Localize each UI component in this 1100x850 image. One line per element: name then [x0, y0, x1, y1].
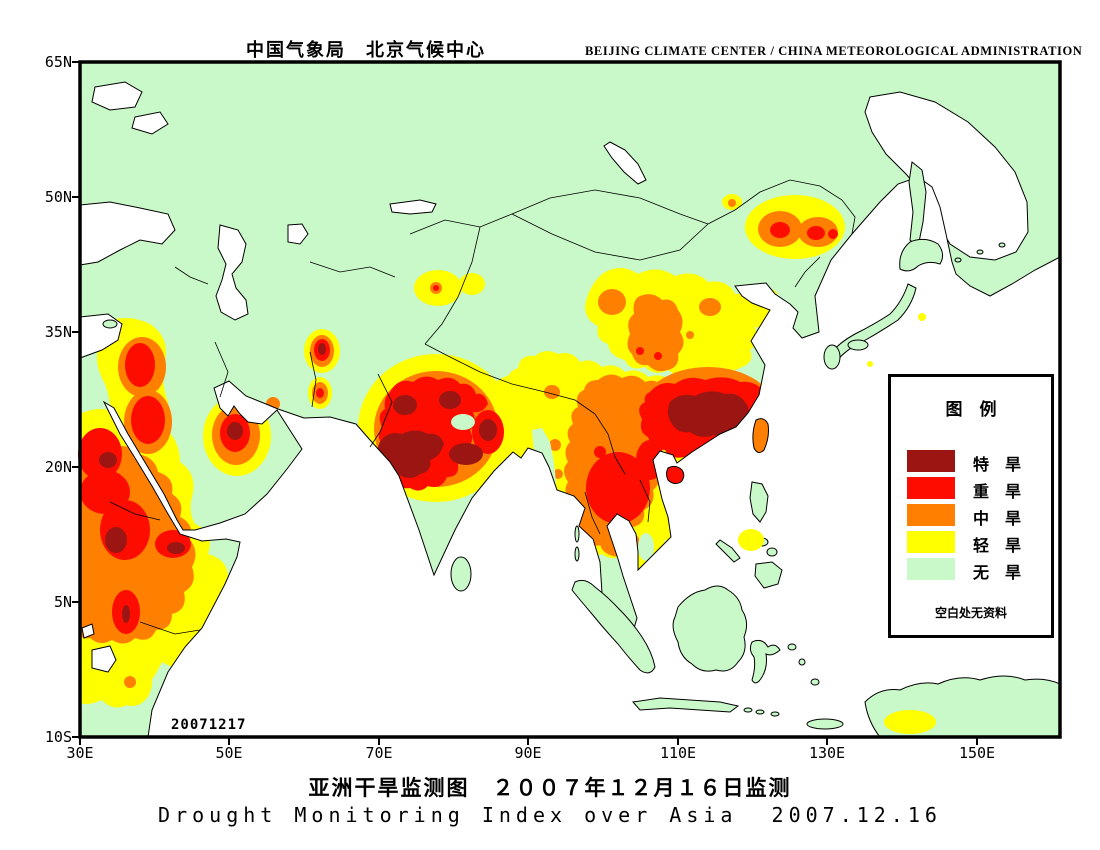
luzon-island	[749, 481, 769, 523]
caspian-sea	[215, 224, 249, 321]
header-title-english: BEIJING CLIMATE CENTER / CHINA METEOROLO…	[585, 44, 1083, 58]
legend-swatch-light	[907, 531, 955, 553]
legend-swatch-extreme	[907, 450, 955, 472]
shikoku-island	[847, 339, 869, 351]
legend-label-extreme: 特 旱	[973, 455, 1022, 474]
lat-tick-label: 20N	[44, 458, 72, 476]
taiwan-island	[752, 418, 769, 454]
sulawesi-island	[749, 639, 781, 684]
mindanao-island	[754, 561, 783, 589]
visayas-island	[766, 547, 778, 557]
lon-tick-label: 110E	[659, 744, 697, 762]
african-lake	[81, 623, 95, 639]
new-guinea-drought-patch	[884, 710, 936, 734]
lat-tick-label: 5N	[53, 593, 72, 611]
moluccas-island	[798, 658, 806, 666]
legend-title: 图 例	[945, 400, 997, 420]
lon-tick-label: 50E	[215, 744, 243, 762]
moluccas-island	[787, 643, 797, 651]
footer-title-english: Drought Monitoring Index over Asia 2007.…	[158, 803, 942, 827]
nodata-patch-1	[91, 81, 143, 111]
java-island	[632, 697, 740, 713]
sea-of-okhotsk	[864, 91, 1029, 261]
legend-swatch-severe	[907, 477, 955, 499]
legend-label-severe: 重 旱	[973, 482, 1022, 501]
sri-lanka-island	[450, 556, 472, 592]
ocean	[102, 176, 1061, 738]
kuril-island	[998, 242, 1006, 248]
moluccas-island	[810, 678, 820, 686]
footer-title-chinese: 亚洲干旱监测图 ２００７年１２月１６日监测	[308, 776, 792, 800]
black-sea	[79, 201, 176, 266]
lon-tick-label: 70E	[365, 744, 393, 762]
lat-tick-label: 65N	[44, 53, 72, 71]
legend-label-none: 无 旱	[973, 563, 1022, 582]
country-borders	[109, 179, 856, 635]
lon-tick-label: 90E	[514, 744, 542, 762]
lake-victoria	[91, 645, 117, 673]
lakes-layer	[79, 81, 1029, 673]
cyprus-island	[102, 319, 118, 329]
lat-tick-label: 35N	[44, 323, 72, 341]
lon-tick-label: 130E	[808, 744, 846, 762]
andaman-island	[574, 525, 580, 543]
kuril-island	[976, 249, 984, 255]
hokkaido-island	[899, 238, 944, 272]
lon-tick-label: 30E	[66, 744, 94, 762]
lesser-sunda-island	[770, 711, 780, 717]
lake-baikal	[603, 141, 647, 185]
lesser-sunda-island	[743, 707, 753, 713]
nodata-patch-2	[131, 111, 169, 135]
lesser-sunda-island	[755, 709, 765, 715]
header-title-chinese: 中国气象局 北京气候中心	[246, 40, 486, 61]
mindoro-drought-patch	[738, 529, 764, 551]
borneo-island	[672, 585, 748, 672]
lake-balkhash	[389, 199, 437, 215]
andaman-island	[574, 546, 580, 562]
japan-drought-dot	[918, 313, 926, 321]
islands-layer	[102, 161, 1061, 738]
aral-sea	[287, 223, 309, 245]
lat-tick-label: 50N	[44, 188, 72, 206]
legend-label-moderate: 中 旱	[973, 509, 1022, 528]
timor-island	[806, 718, 844, 730]
legend-label-light: 轻 旱	[973, 536, 1022, 555]
drought-extreme-layer	[99, 343, 749, 623]
legend-swatch-none	[907, 558, 955, 580]
hainan-island	[666, 465, 685, 485]
japan-drought-dot	[867, 361, 873, 367]
lat-tick-label: 10S	[44, 728, 72, 746]
palawan-island	[715, 539, 741, 563]
legend-swatch-moderate	[907, 504, 955, 526]
sumatra-island	[571, 579, 656, 674]
lon-tick-label: 150E	[958, 744, 996, 762]
kuril-island	[954, 257, 962, 263]
map-frame	[78, 60, 1062, 739]
legend-footnote: 空白处无资料	[934, 606, 1007, 620]
kyushu-island	[823, 344, 841, 370]
date-stamp: 20071217	[171, 717, 247, 733]
legend-box: 图 例 特 旱 重 旱 中 旱 轻 旱 无 旱 空白处无资料	[888, 374, 1054, 638]
